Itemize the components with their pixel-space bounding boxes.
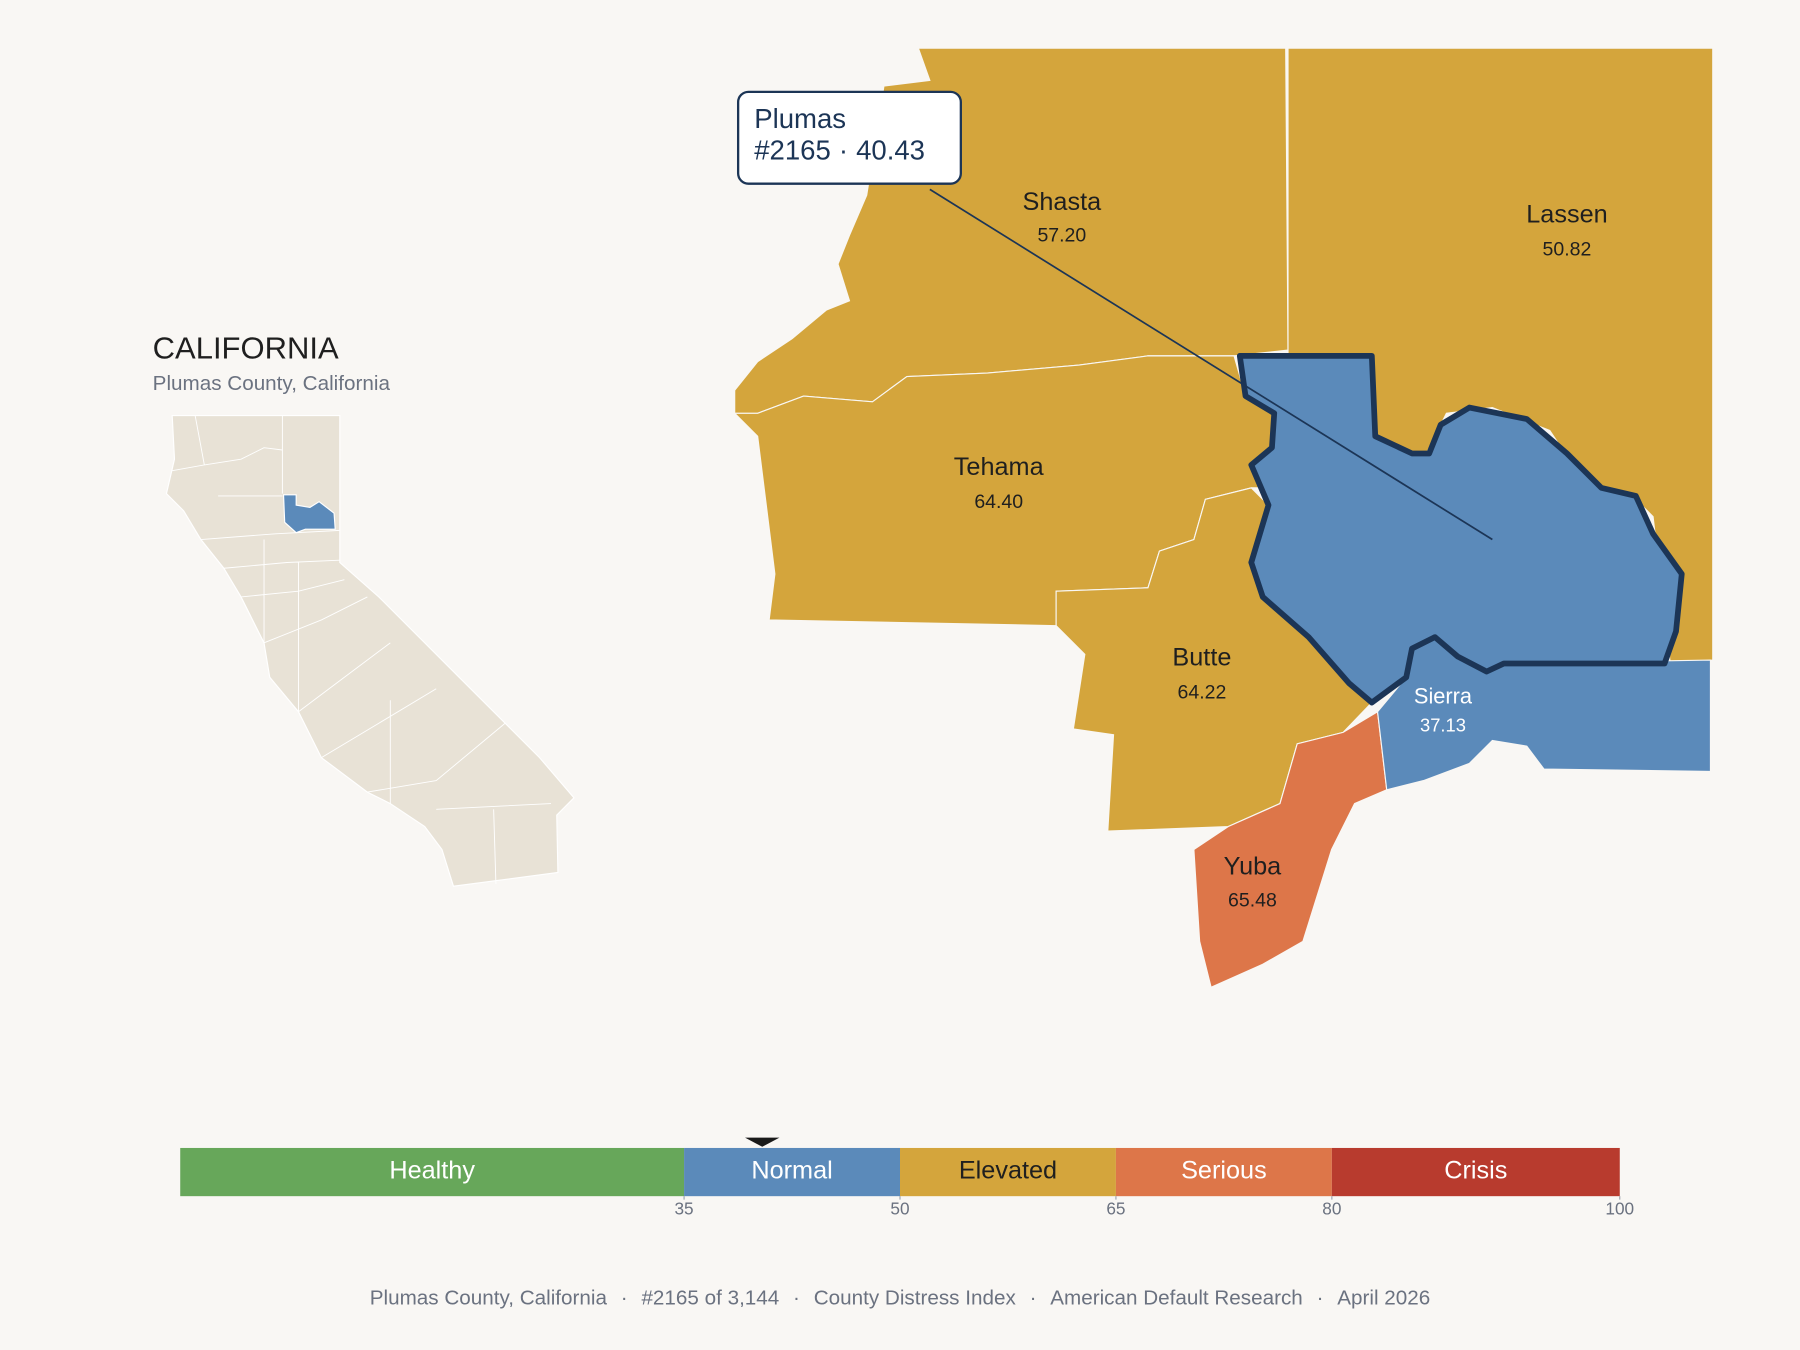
leader-line	[929, 188, 1493, 541]
separator: ·	[793, 1287, 800, 1310]
county-name: Butte	[1172, 644, 1231, 672]
county-value: 64.40	[974, 491, 1023, 513]
separator: ·	[1317, 1287, 1324, 1310]
county-value: 65.48	[1228, 889, 1277, 911]
legend-tick-label: 50	[890, 1198, 909, 1218]
legend-label: Normal	[751, 1157, 832, 1185]
county-name: Lassen	[1526, 200, 1607, 228]
county[interactable]	[1193, 710, 1388, 989]
inset-subtitle: Plumas County, California	[153, 372, 391, 395]
footer-item: Plumas County, California	[370, 1287, 608, 1310]
legend-tick-label: 35	[674, 1198, 693, 1218]
tooltip-value: 40.43	[856, 135, 925, 166]
legend-label: Crisis	[1444, 1157, 1507, 1185]
legend-label: Elevated	[959, 1157, 1057, 1185]
legend-band	[1331, 1147, 1620, 1197]
county-name: Tehama	[954, 453, 1045, 481]
legend-band	[900, 1147, 1116, 1197]
footer-item: April 2026	[1337, 1287, 1430, 1310]
tooltip-box	[736, 90, 962, 185]
tooltip-detail: #2165 · 40.43	[754, 135, 925, 166]
inset-title: CALIFORNIA	[153, 330, 339, 365]
tooltip-rank: #2165	[754, 135, 831, 166]
legend-band	[180, 1147, 685, 1197]
legend-label: Healthy	[389, 1157, 475, 1185]
county-value: 64.22	[1178, 682, 1227, 704]
inset-plumas	[282, 494, 336, 534]
separator: ·	[621, 1287, 628, 1310]
county-value: 50.82	[1543, 238, 1592, 260]
footer-item: #2165 of 3,144	[641, 1287, 779, 1310]
separator: ·	[1030, 1287, 1037, 1310]
state-county-lines	[172, 415, 552, 884]
footer: Plumas County, California · #2165 of 3,144…	[370, 1287, 1431, 1310]
legend-tick-label: 80	[1322, 1198, 1341, 1218]
legend-band	[684, 1147, 900, 1197]
county-name: Sierra	[1414, 684, 1473, 709]
selected-county[interactable]	[1236, 352, 1685, 706]
county-name: Shasta	[1023, 188, 1103, 216]
legend-label: Serious	[1181, 1157, 1267, 1185]
footer-item: County Distress Index	[814, 1287, 1017, 1310]
tooltip-name: Plumas	[754, 103, 846, 134]
legend-tick-label: 100	[1605, 1198, 1634, 1218]
county-name: Yuba	[1224, 853, 1283, 881]
separator: ·	[839, 135, 848, 166]
legend-marker	[745, 1137, 780, 1147]
legend-tick-label: 65	[1106, 1198, 1125, 1218]
state-outline	[165, 414, 575, 887]
county-value: 37.13	[1420, 715, 1466, 736]
footer-item: American Default Research	[1050, 1287, 1303, 1310]
legend-band	[1115, 1147, 1332, 1197]
county-value: 57.20	[1037, 225, 1086, 247]
